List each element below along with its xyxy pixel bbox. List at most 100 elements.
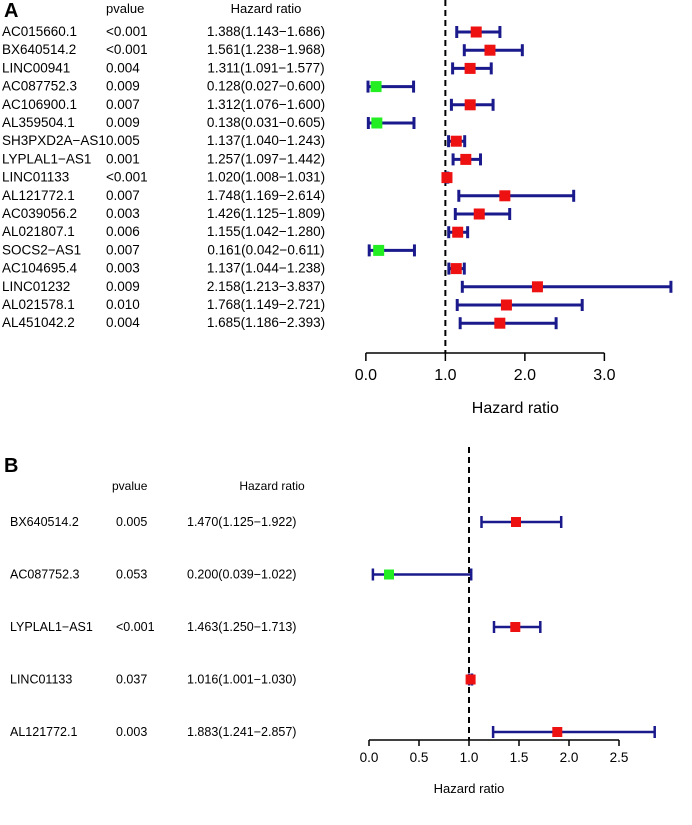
panel-a-row-hazard-ratio: 2.158(1.213−3.837) — [207, 279, 325, 294]
panel-a-row-hazard-ratio: 1.388(1.143−1.686) — [207, 24, 325, 39]
panel-a-plot: 0.0 1.0 2.0 3.0 Hazard ratio — [355, 0, 673, 417]
panel-a-row-name: AL121772.1 — [2, 188, 75, 203]
panel-a-row-hazard-ratio: 1.257(1.097−1.442) — [207, 151, 325, 166]
panel-b-risk-marker — [510, 622, 521, 632]
panel-b-plot: 0.0 0.5 1.0 1.5 2.0 2.5 Hazard ratio — [360, 447, 656, 796]
panel-b-row-hazard-ratio: 1.470(1.125−1.922) — [187, 515, 296, 529]
panel-a-row-hazard-ratio: 1.426(1.125−1.809) — [207, 206, 325, 221]
panel-b-risk-marker — [552, 727, 563, 737]
panel-b-risk-marker — [511, 517, 521, 527]
panel-a-row-name: LYPLAL1−AS1 — [2, 151, 91, 166]
panel-b-hazard-ratio-header: Hazard ratio — [239, 479, 305, 493]
panel-a-row-hazard-ratio: 1.748(1.169−2.614) — [207, 188, 325, 203]
panel-a-row-pvalue: 0.007 — [106, 97, 140, 112]
panel-a-row-hazard-ratio: 1.020(1.008−1.031) — [207, 170, 325, 185]
panel-label-b: B — [4, 455, 18, 477]
panel-a-row-pvalue: <0.001 — [106, 42, 148, 57]
panel-a-risk-marker — [494, 317, 506, 329]
panel-a-risk-marker — [500, 299, 512, 311]
panel-a-row-hazard-ratio: 1.137(1.040−1.243) — [207, 133, 325, 148]
panel-b-row-hazard-ratio: 1.463(1.250−1.713) — [187, 620, 296, 634]
panel-a-row-name: AC039056.2 — [2, 206, 77, 221]
panel-a-row-name: AL359504.1 — [2, 115, 75, 130]
panel-a-row-hazard-ratio: 0.138(0.031−0.605) — [207, 115, 325, 130]
panel-a-row-name: SH3PXD2A−AS1 — [2, 133, 106, 148]
panel-b-x-tick-label: 0.0 — [360, 750, 379, 765]
panel-b-x-tick-label: 0.5 — [410, 750, 429, 765]
panel-a-protective-marker — [371, 117, 383, 129]
panel-b-row-hazard-ratio: 0.200(0.039−1.022) — [187, 568, 296, 582]
panel-a-table: AC015660.1 <0.001 1.388(1.143−1.686) BX6405… — [2, 24, 325, 330]
panel-label-a: A — [4, 0, 18, 22]
panel-a-row-hazard-ratio: 1.685(1.186−2.393) — [207, 315, 325, 330]
panel-a-risk-marker — [473, 208, 485, 220]
panel-b-x-tick-label: 1.5 — [510, 750, 529, 765]
panel-a-row-pvalue: 0.004 — [106, 60, 140, 75]
panel-a-row-pvalue: 0.007 — [106, 188, 140, 203]
panel-a-pvalue-header: pvalue — [106, 1, 144, 16]
panel-a-row-name: AL451042.2 — [2, 315, 75, 330]
panel-a-row-pvalue: <0.001 — [106, 24, 148, 39]
panel-a-x-tick-label: 1.0 — [434, 367, 456, 384]
panel-a-row-pvalue: 0.009 — [106, 115, 140, 130]
panel-b-protective-marker — [384, 569, 394, 580]
panel-a-row-name: AC106900.1 — [2, 97, 77, 112]
panel-a-risk-marker — [531, 281, 543, 293]
panel-a-row-pvalue: 0.010 — [106, 297, 140, 312]
panel-a-risk-marker — [484, 44, 496, 56]
panel-a-row-name: AC015660.1 — [2, 24, 77, 39]
panel-a-row-name: SOCS2−AS1 — [2, 242, 81, 257]
panel-a-risk-marker — [460, 153, 472, 165]
panel-a-row-name: AL021578.1 — [2, 297, 75, 312]
panel-b-row-pvalue: 0.005 — [116, 515, 147, 529]
panel-a-row-name: BX640514.2 — [2, 42, 76, 57]
panel-a-row-hazard-ratio: 1.312(1.076−1.600) — [207, 97, 325, 112]
panel-b-row-pvalue: 0.053 — [116, 568, 147, 582]
panel-a-risk-marker — [499, 190, 511, 202]
panel-b-pvalue-header: pvalue — [112, 479, 148, 493]
panel-a-row-pvalue: 0.005 — [106, 133, 140, 148]
panel-a-risk-marker — [464, 62, 476, 74]
panel-a-row-name: LINC00941 — [2, 60, 70, 75]
panel-b-x-tick-label: 2.0 — [560, 750, 579, 765]
panel-a-protective-marker — [370, 81, 382, 93]
panel-b-row-pvalue: 0.037 — [116, 673, 147, 687]
panel-a-hazard-ratio-header: Hazard ratio — [231, 1, 302, 16]
panel-a-x-tick-label: 0.0 — [355, 367, 377, 384]
panel-b-x-tick-label: 2.5 — [610, 750, 629, 765]
panel-a-row-pvalue: 0.009 — [106, 279, 140, 294]
panel-b-row-name: AC087752.3 — [10, 568, 80, 582]
panel-a-risk-marker — [452, 226, 464, 238]
panel-b-row-name: LYPLAL1−AS1 — [10, 620, 93, 634]
panel-a-row-pvalue: 0.006 — [106, 224, 140, 239]
panel-a-row-hazard-ratio: 1.311(1.091−1.577) — [207, 60, 324, 75]
panel-a-row-hazard-ratio: 1.155(1.042−1.280) — [207, 224, 325, 239]
panel-a-row-pvalue: 0.001 — [106, 151, 140, 166]
panel-a-row-pvalue: 0.007 — [106, 242, 140, 257]
panel-a-row-name: AC087752.3 — [2, 79, 77, 94]
panel-a-risk-marker — [470, 26, 482, 38]
panel-a-protective-marker — [373, 244, 385, 256]
panel-b-table: BX640514.2 0.005 1.470(1.125−1.922) AC08775… — [10, 515, 296, 739]
panel-a-x-axis-label: Hazard ratio — [472, 400, 559, 417]
panel-a-row-hazard-ratio: 1.768(1.149−2.721) — [207, 297, 325, 312]
panel-a-row-name: LINC01232 — [2, 279, 70, 294]
panel-b-row-name: AL121772.1 — [10, 725, 77, 739]
panel-b-row-name: BX640514.2 — [10, 515, 79, 529]
panel-a-row-hazard-ratio: 0.128(0.027−0.600) — [207, 79, 325, 94]
panel-a-x-tick-label: 3.0 — [593, 367, 615, 384]
panel-a-row-hazard-ratio: 1.137(1.044−1.238) — [207, 261, 325, 276]
panel-a-row-pvalue: 0.009 — [106, 79, 140, 94]
panel-a-row-pvalue: 0.003 — [106, 261, 140, 276]
panel-a-row-name: LINC01133 — [2, 170, 69, 185]
panel-a-risk-marker — [464, 99, 476, 111]
panel-b-row-hazard-ratio: 1.016(1.001−1.030) — [187, 673, 296, 687]
panel-b-row-name: LINC01133 — [10, 673, 72, 687]
panel-a-risk-marker — [441, 172, 453, 184]
panel-a-row-name: AL021807.1 — [2, 224, 75, 239]
panel-b-row-pvalue: 0.003 — [116, 725, 147, 739]
panel-a-x-tick-label: 2.0 — [514, 367, 536, 384]
panel-a-row-name: AC104695.4 — [2, 261, 78, 276]
panel-b-x-axis-label: Hazard ratio — [434, 781, 505, 796]
